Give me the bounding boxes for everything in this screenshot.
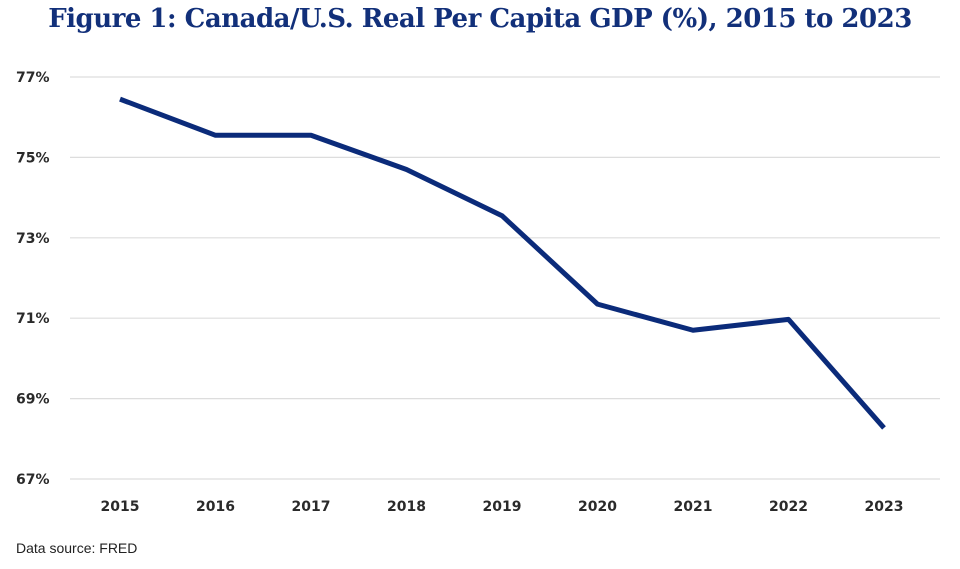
y-tick-label: 67% xyxy=(16,472,50,488)
y-tick-label: 75% xyxy=(16,150,50,166)
chart-title: Figure 1: Canada/U.S. Real Per Capita GD… xyxy=(48,4,912,34)
y-tick-label: 77% xyxy=(16,70,50,86)
x-tick-label: 2015 xyxy=(101,499,140,515)
y-tick-label: 71% xyxy=(16,311,50,327)
x-tick-label: 2019 xyxy=(483,499,522,515)
series-line xyxy=(119,96,886,430)
x-tick-label: 2021 xyxy=(674,499,713,515)
x-tick-label: 2016 xyxy=(196,499,235,515)
data-source-note: Data source: FRED xyxy=(16,540,138,556)
x-tick-label: 2020 xyxy=(578,499,617,515)
x-tick-label: 2017 xyxy=(292,499,331,515)
y-tick-label: 69% xyxy=(16,392,50,408)
y-tick-label: 73% xyxy=(16,231,50,247)
x-tick-label: 2023 xyxy=(865,499,904,515)
x-tick-label: 2018 xyxy=(387,499,426,515)
x-tick-label: 2022 xyxy=(769,499,808,515)
